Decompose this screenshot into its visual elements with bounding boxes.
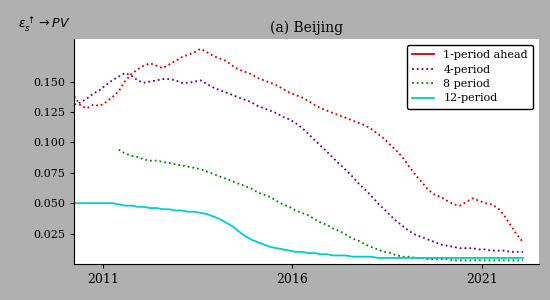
1-period ahead [197, 47, 204, 50]
4-period [362, 188, 369, 192]
1-period ahead [134, 68, 141, 71]
1-period ahead [71, 94, 78, 98]
8 period [116, 148, 122, 152]
12-period [355, 255, 362, 259]
1-period ahead [381, 137, 388, 140]
8 period [343, 233, 350, 237]
8 period [381, 250, 388, 253]
4-period [229, 93, 236, 97]
8 period [450, 259, 457, 262]
8 period [520, 259, 526, 262]
Text: $\varepsilon_s^{\uparrow} \rightarrow PV$: $\varepsilon_s^{\uparrow} \rightarrow PV… [19, 15, 71, 34]
12-period [71, 201, 78, 205]
4-period [520, 250, 526, 253]
4-period [140, 81, 147, 85]
1-period ahead [362, 124, 369, 127]
4-period [507, 250, 514, 253]
12-period [520, 256, 526, 260]
4-period [71, 103, 78, 106]
Line: 4-period: 4-period [74, 73, 523, 252]
8 period [286, 205, 293, 208]
12-period [324, 253, 331, 256]
8 period [166, 161, 172, 165]
4-period [330, 156, 337, 160]
Line: 12-period: 12-period [74, 203, 523, 258]
Legend: 1-period ahead, 4-period, 8 period, 12-period: 1-period ahead, 4-period, 8 period, 12-p… [406, 45, 534, 109]
1-period ahead [330, 111, 337, 115]
Title: (a) Beijing: (a) Beijing [270, 21, 343, 35]
8 period [317, 221, 324, 224]
1-period ahead [229, 64, 236, 68]
12-period [375, 256, 381, 260]
12-period [381, 256, 388, 260]
12-period [223, 221, 229, 224]
4-period [381, 208, 388, 211]
4-period [488, 249, 495, 252]
Line: 1-period ahead: 1-period ahead [74, 49, 523, 242]
1-period ahead [520, 240, 526, 244]
8 period [375, 248, 381, 251]
4-period [122, 71, 128, 75]
Line: 8 period: 8 period [119, 150, 523, 260]
12-period [178, 209, 185, 212]
12-period [134, 205, 141, 208]
1-period ahead [178, 56, 185, 59]
